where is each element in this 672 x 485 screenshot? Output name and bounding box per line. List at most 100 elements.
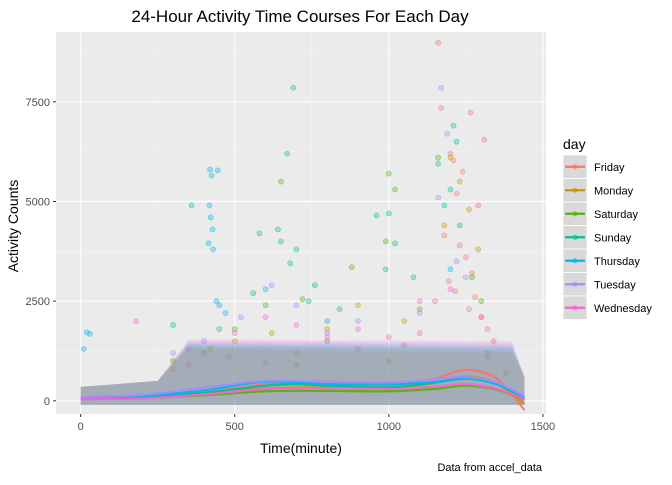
data-point-tuesday: [453, 258, 460, 265]
data-point-thursday: [209, 226, 216, 233]
y-tick-label: 0: [44, 396, 50, 408]
data-point-tuesday: [324, 330, 331, 336]
data-point-monday: [401, 318, 408, 324]
legend-label: Thursday: [594, 256, 640, 268]
data-point-thursday: [222, 310, 229, 317]
data-point-monday: [484, 354, 491, 360]
data-point-wednesday: [324, 334, 331, 340]
data-point-friday: [293, 350, 300, 356]
y-axis-label: Activity Counts: [5, 180, 21, 273]
data-point-thursday: [207, 166, 213, 173]
grid-minor: [56, 32, 546, 414]
data-point-saturday: [299, 296, 306, 303]
data-point-friday: [185, 362, 192, 368]
legend-title: day: [563, 136, 586, 152]
data-point-monday: [207, 346, 213, 352]
data-point-monday: [447, 154, 454, 161]
data-point-thursday: [210, 246, 217, 253]
data-point-sunday: [410, 274, 417, 281]
y-tick-label: 5000: [26, 196, 50, 208]
data-point-saturday: [382, 238, 389, 245]
data-point-tuesday: [268, 282, 275, 289]
trend-line-wednesday: [80, 382, 525, 401]
data-point-tuesday: [462, 274, 469, 281]
data-point-saturday: [201, 350, 207, 356]
data-point-tuesday: [444, 130, 451, 137]
data-point-sunday: [305, 298, 312, 305]
data-point-sunday: [447, 186, 454, 193]
data-point-sunday: [385, 210, 392, 217]
x-tick-label: 500: [226, 421, 244, 433]
data-point-friday: [225, 354, 232, 360]
data-point-thursday: [214, 167, 221, 174]
data-point-sunday: [293, 246, 300, 253]
data-point-thursday: [83, 329, 90, 336]
data-point-wednesday: [262, 314, 269, 321]
data-point-saturday: [416, 306, 423, 313]
legend-label: Saturday: [594, 209, 639, 221]
data-point-sunday: [456, 222, 463, 229]
data-point-thursday: [206, 202, 213, 209]
data-point-friday: [447, 150, 454, 157]
trend-line-tuesday: [80, 375, 525, 399]
data-point-sunday: [450, 122, 457, 129]
data-point-friday: [467, 109, 474, 116]
grid-major: [56, 32, 546, 414]
data-point-friday: [490, 338, 497, 344]
data-point-tuesday: [435, 194, 442, 201]
data-point-thursday: [324, 318, 331, 324]
data-point-sunday: [170, 322, 177, 328]
data-point-wednesday: [231, 330, 238, 336]
data-point-friday: [416, 330, 423, 336]
data-point-friday: [438, 104, 445, 111]
data-point-sunday: [250, 290, 257, 297]
data-point-monday: [466, 206, 472, 213]
x-tick-label: 1000: [377, 421, 401, 433]
legend-key-point: [572, 305, 578, 311]
data-point-sunday: [435, 160, 442, 167]
legend-key-point: [572, 258, 578, 264]
data-point-tuesday: [355, 318, 361, 324]
data-point-friday: [453, 190, 460, 197]
y-tick-label: 7500: [26, 97, 50, 109]
data-point-wednesday: [133, 318, 140, 324]
trend-line-thursday: [80, 377, 525, 400]
data-point-friday: [262, 360, 269, 366]
data-point-sunday: [453, 138, 460, 145]
data-point-sunday: [274, 226, 281, 233]
x-tick-label: 0: [78, 421, 84, 433]
data-point-saturday: [262, 302, 269, 309]
x-axis-label: Time(minute): [260, 440, 342, 456]
data-point-sunday: [311, 282, 318, 289]
data-point-wednesday: [447, 286, 454, 293]
data-point-thursday: [262, 286, 269, 293]
data-point-sunday: [256, 230, 263, 237]
caption: Data from accel_data: [437, 462, 542, 474]
data-point-saturday: [435, 154, 442, 161]
data-point-saturday: [392, 186, 398, 193]
data-point-monday: [475, 246, 482, 253]
data-point-tuesday: [438, 84, 445, 91]
data-point-tuesday: [170, 350, 177, 356]
data-point-saturday: [385, 170, 392, 177]
legend-key-point: [572, 164, 578, 170]
plot-panel: [56, 32, 546, 414]
data-point-thursday: [213, 298, 220, 305]
legend-label: Tuesday: [594, 279, 636, 291]
data-point-sunday: [287, 260, 294, 267]
data-point-tuesday: [484, 350, 491, 356]
legend-label: Friday: [594, 162, 625, 174]
data-point-wednesday: [293, 322, 300, 328]
data-point-friday: [435, 39, 442, 46]
data-point-friday: [401, 342, 408, 348]
data-point-monday: [231, 338, 238, 344]
data-point-friday: [484, 326, 491, 332]
legend-key-point: [572, 281, 578, 287]
data-point-sunday: [373, 212, 380, 219]
data-point-monday: [503, 370, 509, 376]
data-point-friday: [475, 202, 482, 209]
data-point-monday: [170, 366, 177, 372]
data-point-sunday: [278, 238, 284, 245]
data-point-friday: [462, 254, 469, 261]
legend-label: Monday: [594, 185, 634, 197]
